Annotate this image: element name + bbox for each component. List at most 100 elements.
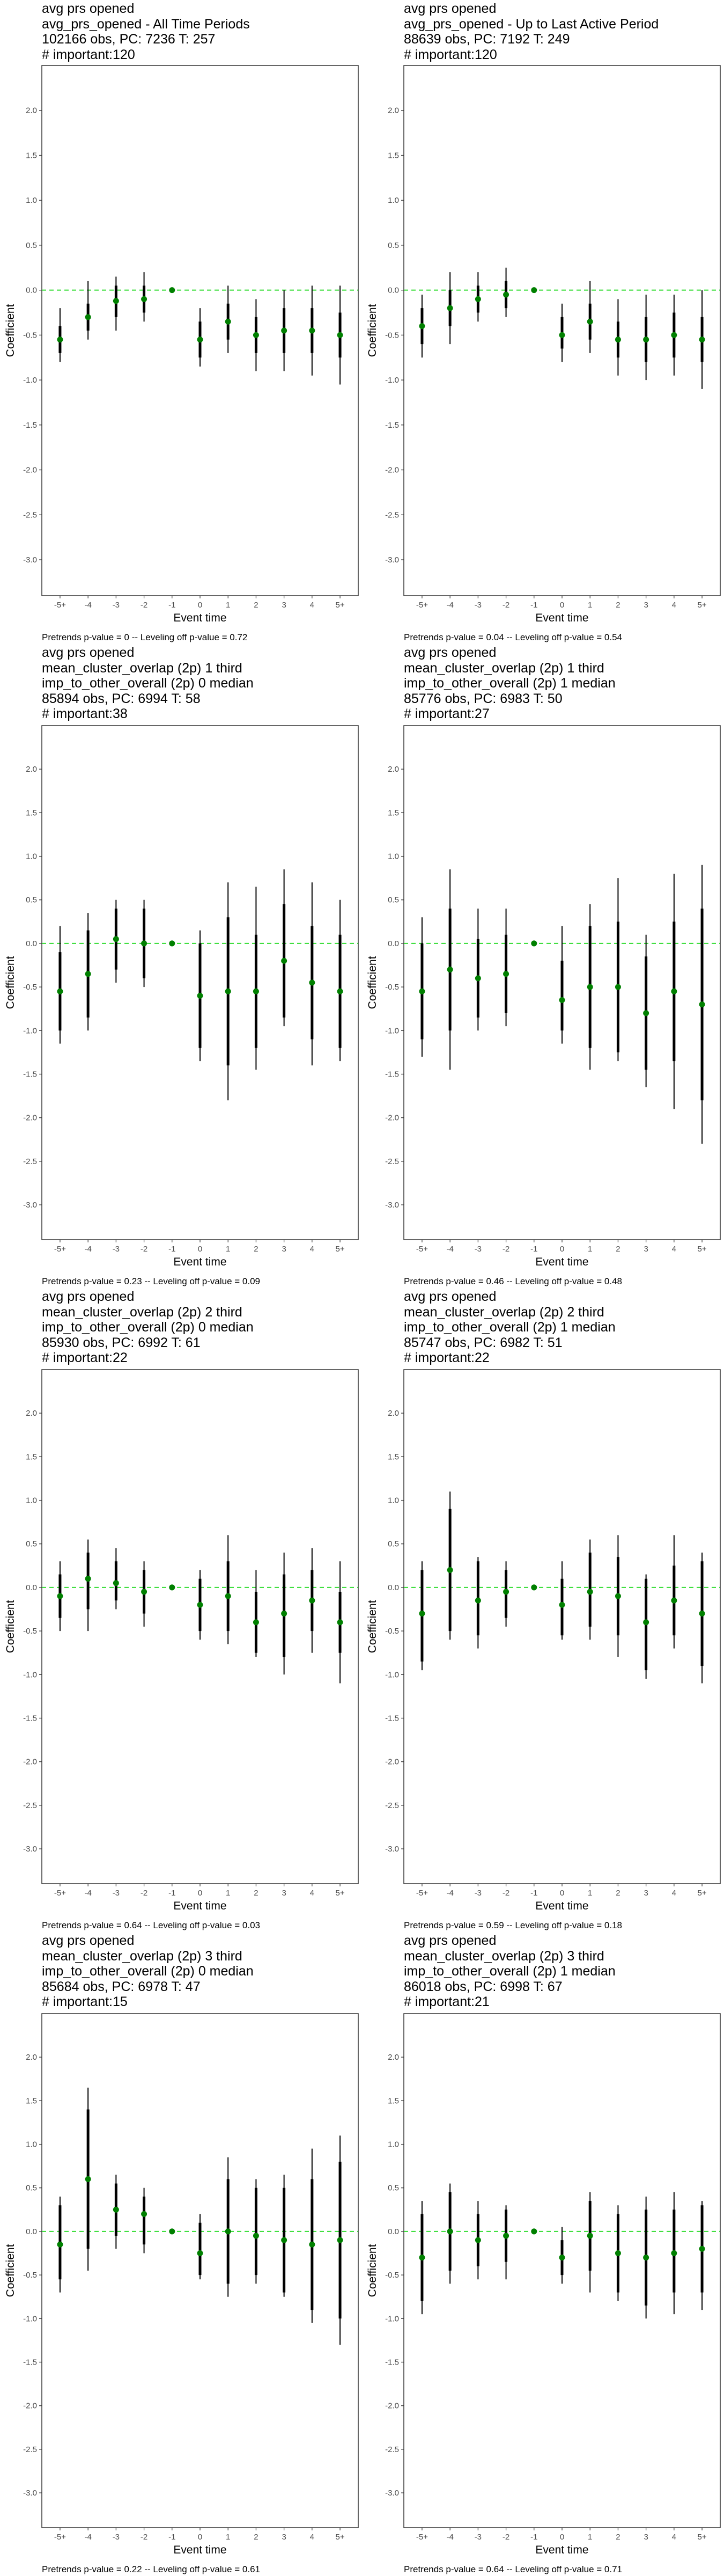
chart-panel: avg prs opened avg_prs_opened - Up to Las… (362, 0, 724, 644)
x-tick-label: 4 (310, 601, 314, 610)
coefficient-point (531, 940, 537, 947)
coefficient-point (197, 1601, 203, 1608)
coefficient-point (615, 984, 621, 990)
x-tick-label: 2 (616, 2533, 620, 2542)
chart-title-line: avg_prs_opened - Up to Last Active Perio… (404, 16, 659, 32)
y-axis-label: Coefficient (4, 1600, 17, 1653)
x-tick-label: -2 (503, 2533, 509, 2542)
y-tick-label: -2.0 (385, 1114, 399, 1123)
coefficient-point (671, 332, 677, 338)
x-tick-label: 5+ (698, 2533, 707, 2542)
coefficient-point (141, 2211, 147, 2217)
y-tick-label: -0.5 (23, 331, 37, 340)
x-tick-label: 0 (560, 1245, 564, 1254)
coefficient-point (447, 1567, 453, 1573)
x-tick-label: -4 (84, 1889, 91, 1898)
coefficient-point (475, 2237, 481, 2243)
x-tick-label: -3 (475, 1245, 482, 1254)
coefficient-point (531, 1584, 537, 1591)
coefficient-point (281, 327, 287, 334)
y-tick-label: 2.0 (26, 2053, 37, 2062)
x-tick-label: -1 (168, 601, 175, 610)
x-tick-label: 2 (616, 1245, 620, 1254)
plot-area: 2.0 1.5 1.0 0.5 0.0 -0.5 -1.0 -1.5 -2.0 -2.5 -3.0 -… (4, 1369, 359, 1912)
coefficient-point (615, 336, 621, 343)
x-tick-label: -5+ (416, 2533, 428, 2542)
coefficient-point (85, 2176, 91, 2183)
x-tick-label: 5+ (336, 1245, 345, 1254)
y-tick-label: -1.5 (385, 1714, 399, 1723)
coefficient-point (253, 988, 259, 994)
coefficient-point (475, 1597, 481, 1604)
y-tick-label: -1.0 (23, 376, 37, 385)
y-tick-label: 1.0 (26, 852, 37, 861)
x-tick-label: 2 (616, 1889, 620, 1898)
chart-title-line: mean_cluster_overlap (2p) 2 third (42, 1304, 242, 1320)
x-tick-label: -2 (141, 601, 147, 610)
y-tick-label: -3.0 (23, 1845, 37, 1854)
x-tick-label: -2 (503, 601, 509, 610)
x-axis-label: Event time (173, 1256, 226, 1268)
x-tick-label: 0 (198, 1245, 202, 1254)
chart-title-line: mean_cluster_overlap (2p) 1 third (42, 660, 242, 676)
chart-title-line: avg prs opened (404, 1933, 497, 1948)
y-tick-label: 1.0 (26, 196, 37, 205)
x-axis-label: Event time (535, 612, 588, 624)
coefficient-point (85, 1576, 91, 1582)
x-tick-label: 3 (282, 1889, 286, 1898)
x-tick-label: 4 (310, 1245, 314, 1254)
chart-title-line: # important:15 (42, 1994, 128, 2009)
x-tick-label: 4 (310, 1889, 314, 1898)
chart-title-line: 85930 obs, PC: 6992 T: 61 (42, 1335, 201, 1350)
x-tick-label: 1 (588, 601, 592, 610)
x-tick-label: -4 (84, 601, 91, 610)
x-tick-label: -3 (113, 2533, 120, 2542)
x-tick-label: 5+ (336, 601, 345, 610)
coefficient-point (503, 2233, 509, 2239)
y-tick-label: 1.5 (26, 1452, 37, 1461)
x-tick-label: 5+ (698, 1889, 707, 1898)
plot-area: 2.0 1.5 1.0 0.5 0.0 -0.5 -1.0 -1.5 -2.0 -2.5 -3.0 -… (4, 65, 359, 624)
x-tick-label: 1 (588, 1889, 592, 1898)
coefficient-point (141, 296, 147, 302)
y-tick-label: 0.0 (26, 286, 37, 295)
chart-title-line: imp_to_other_overall (2p) 1 median (404, 1320, 616, 1335)
y-tick-label: -3.0 (385, 1845, 399, 1854)
y-tick-label: 0.5 (26, 241, 37, 250)
y-tick-label: 1.5 (388, 1452, 399, 1461)
x-tick-label: -3 (475, 2533, 482, 2542)
y-tick-label: 0.5 (26, 1540, 37, 1549)
x-tick-label: 1 (226, 1889, 230, 1898)
x-tick-label: -4 (84, 1245, 91, 1254)
y-tick-label: -2.0 (23, 1114, 37, 1123)
chart-title-line: avg prs opened (42, 1, 135, 16)
y-tick-label: -0.5 (23, 983, 37, 992)
coefficient-point (643, 336, 649, 343)
coefficient-point (559, 332, 565, 338)
chart-title-line: # important:21 (404, 1994, 490, 2009)
coefficient-point (309, 2241, 315, 2248)
coefficient-point (225, 318, 231, 325)
y-tick-label: -1.0 (385, 1670, 399, 1679)
y-tick-label: 1.5 (388, 151, 399, 160)
y-tick-label: 1.0 (388, 1496, 399, 1505)
y-tick-label: -0.5 (23, 1627, 37, 1636)
chart-title-line: mean_cluster_overlap (2p) 3 third (42, 1948, 242, 1964)
x-tick-label: 5+ (336, 1889, 345, 1898)
coefficient-point (699, 1001, 705, 1008)
x-tick-label: 2 (254, 1245, 258, 1254)
chart-title: avg prs opened avg_prs_opened - All Time … (42, 1, 250, 62)
chart-title-line: imp_to_other_overall (2p) 0 median (42, 1320, 254, 1335)
coefficient-point (447, 2228, 453, 2235)
chart-title-line: imp_to_other_overall (2p) 0 median (42, 1964, 254, 1979)
y-tick-label: -3.0 (385, 2489, 399, 2498)
x-tick-label: 5+ (698, 1245, 707, 1254)
chart-title-line: avg prs opened (42, 1289, 135, 1304)
coefficient-point (447, 967, 453, 973)
x-tick-label: 1 (226, 601, 230, 610)
coefficient-point (419, 323, 425, 330)
y-tick-label: -1.0 (385, 1026, 399, 1035)
y-tick-label: -2.0 (23, 466, 37, 475)
pvalue-note: Pretrends p-value = 0.64 -- Leveling off… (42, 1920, 260, 1930)
y-axis-label: Coefficient (366, 956, 379, 1009)
